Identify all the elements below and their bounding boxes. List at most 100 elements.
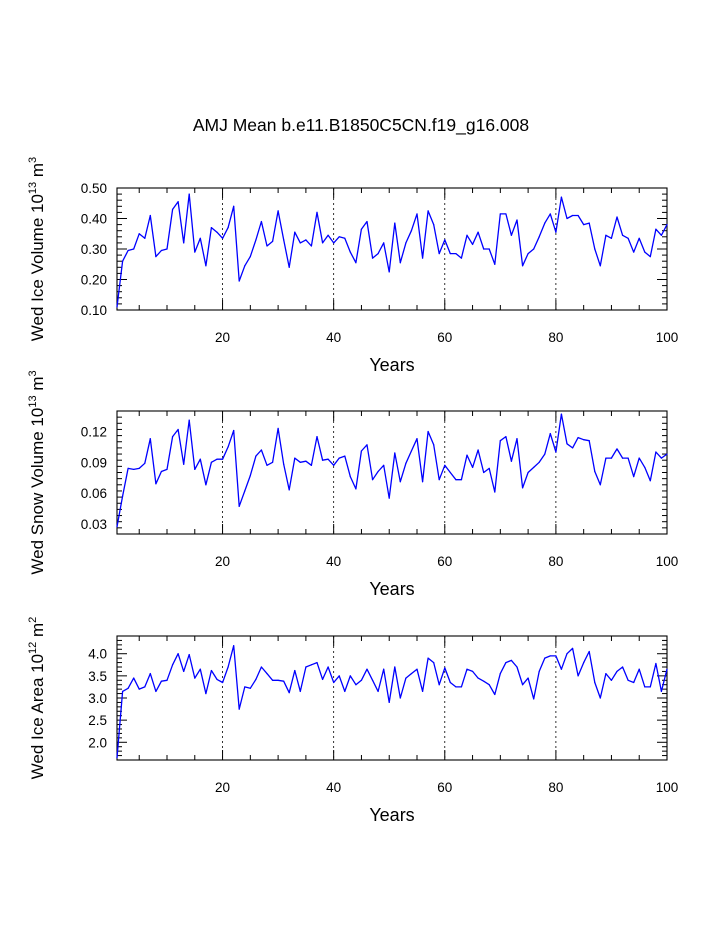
data-point-snow-volume [371,479,374,481]
data-point-snow-volume [233,429,235,432]
data-point-snow-volume [571,447,574,449]
data-point-ice-area [133,677,135,679]
data-point-ice-area [199,668,201,670]
data-point-ice-area [499,673,501,675]
x-tick-label-ice-volume-20: 20 [215,330,230,345]
data-point-snow-volume [216,458,218,460]
data-point-snow-volume [516,438,518,440]
data-point-ice-area [633,681,635,684]
data-point-ice-area [327,666,329,668]
data-point-ice-volume [199,237,201,239]
data-point-snow-volume [477,449,479,451]
data-point-snow-volume [205,484,207,486]
data-point-ice-volume [477,231,479,233]
data-point-ice-volume [655,228,657,230]
data-point-ice-volume [471,243,474,246]
data-point-snow-volume [544,453,546,455]
data-point-ice-area [194,677,196,679]
data-point-snow-volume [494,491,496,493]
data-point-ice-area [610,679,613,681]
data-point-ice-volume [138,233,140,235]
data-point-ice-volume [271,240,274,242]
data-point-snow-volume [633,476,635,478]
data-point-snow-volume [605,457,607,459]
data-point-snow-volume [410,450,413,452]
data-point-snow-volume [521,487,524,489]
data-point-ice-volume [149,214,151,217]
data-point-ice-area [660,690,663,692]
data-point-ice-volume [216,231,218,233]
data-point-ice-volume [255,239,257,241]
x-tick-label-snow-volume-20: 20 [215,554,230,569]
data-point-ice-area [249,687,251,689]
data-point-snow-volume [277,427,279,430]
data-point-ice-area [377,690,379,692]
data-point-ice-volume [544,222,546,224]
data-point-ice-area [488,684,490,686]
data-point-ice-area [316,661,318,664]
data-point-snow-volume [305,460,307,462]
y-tick-label-ice-area-0: 2.0 [88,735,107,750]
data-point-snow-volume [288,489,290,491]
data-point-ice-volume [616,216,618,218]
data-point-snow-volume [227,446,229,448]
data-point-ice-area [255,678,257,681]
data-point-ice-area [583,661,585,664]
data-point-ice-volume [177,201,179,203]
data-point-ice-volume [521,265,524,267]
data-point-snow-volume [655,451,657,453]
data-point-snow-volume [483,471,485,474]
data-point-ice-area [121,690,124,692]
data-point-ice-area [577,675,579,677]
data-point-snow-volume [427,430,429,433]
data-point-ice-area [627,679,629,681]
data-point-ice-volume [416,213,418,215]
series-line-ice-volume [116,193,668,307]
data-point-ice-area [360,679,363,681]
data-point-snow-volume [377,470,379,473]
data-point-ice-area [244,686,246,688]
x-tick-label-snow-volume-80: 80 [548,554,563,569]
x-tick-label-ice-volume-60: 60 [437,330,452,345]
y-tick-label-ice-area-3: 3.5 [88,669,107,684]
data-point-snow-volume [638,457,640,459]
data-point-ice-area [549,655,551,657]
data-point-snow-volume [366,444,368,446]
panel-ice-volume: 20 40 60 80 100 0.10 0.20 0.30 0.40 0.50 Years Wed … [27,157,678,375]
data-point-ice-area [288,692,290,694]
data-point-ice-volume [605,234,607,236]
data-point-ice-volume [183,242,185,244]
data-point-ice-volume [527,252,529,255]
data-point-snow-volume [221,458,224,460]
x-tick-label-ice-volume-80: 80 [548,330,563,345]
data-point-ice-volume [355,262,357,264]
data-point-ice-volume [121,260,124,262]
data-point-ice-area [560,668,563,670]
data-point-ice-area [371,679,374,681]
data-point-snow-volume [116,526,118,528]
data-point-ice-volume [377,252,379,255]
data-point-ice-area [494,693,496,696]
data-point-ice-area [166,679,168,681]
data-point-snow-volume [599,484,601,486]
figure-title: AMJ Mean b.e11.B1850C5CN.f19_g16.008 [193,115,529,136]
data-point-ice-area [471,670,474,673]
data-point-ice-volume [427,210,429,212]
y-tick-label-ice-volume-2: 0.30 [81,242,107,257]
x-tick-label-ice-area-60: 60 [437,780,452,795]
data-point-ice-volume [610,237,613,239]
x-tick-label-snow-volume-100: 100 [656,554,679,569]
data-point-ice-area [277,679,279,681]
data-point-ice-area [299,690,301,692]
y-tick-label-snow-volume-0: 0.03 [81,517,107,532]
data-point-snow-volume [416,438,418,440]
data-point-ice-volume [277,210,279,212]
data-point-ice-area [305,666,307,668]
data-point-snow-volume [177,428,179,431]
data-point-snow-volume [333,464,335,466]
data-point-ice-volume [155,256,157,258]
data-point-ice-area [460,686,463,688]
plot-frame-ice-area [116,635,668,761]
data-point-ice-volume [171,208,174,210]
data-point-ice-volume [516,219,518,221]
